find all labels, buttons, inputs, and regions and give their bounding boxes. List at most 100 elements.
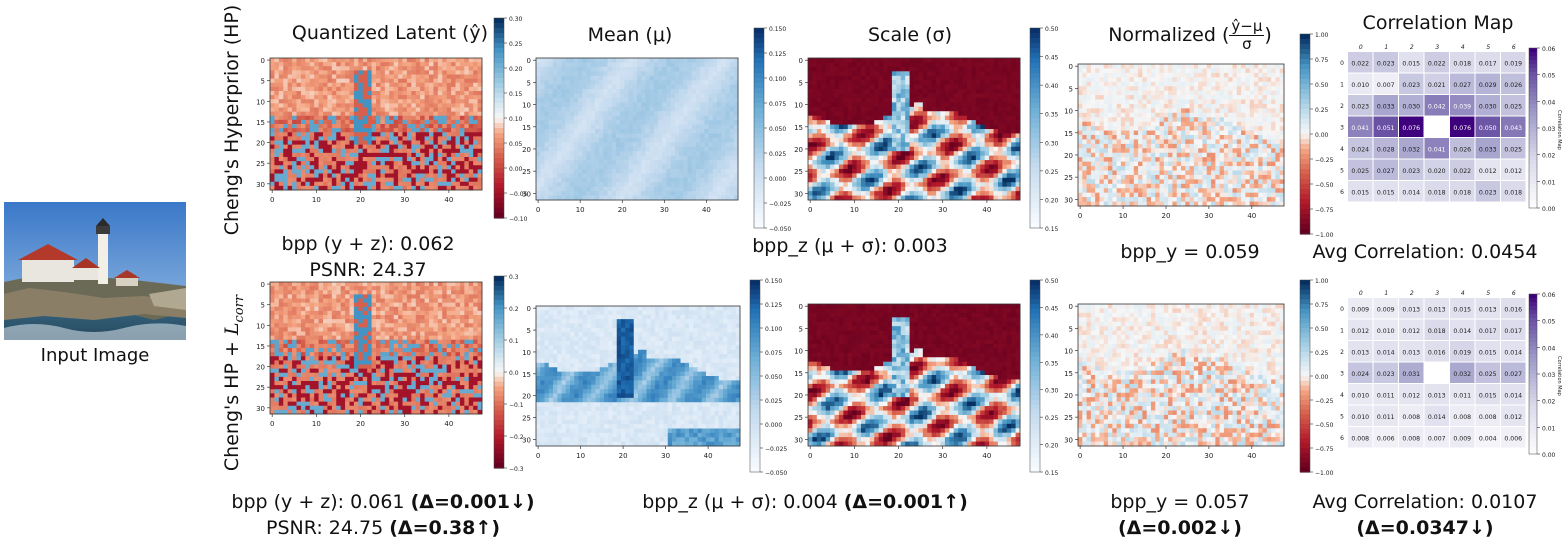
- heatmap-cell: [649, 195, 655, 201]
- heatmap-cell: [358, 111, 364, 117]
- heatmap-cell: [468, 136, 474, 141]
- heatmap-cell: [967, 137, 972, 143]
- heatmap-cell: [349, 91, 355, 96]
- heatmap-cell: [962, 155, 968, 161]
- heatmap-cell: [931, 75, 937, 81]
- colorbar-segment: [1030, 168, 1040, 174]
- heatmap-cell: [883, 146, 888, 152]
- heatmap-cell: [1129, 64, 1135, 69]
- heatmap-cell: [878, 195, 884, 201]
- heatmap-cell: [834, 75, 840, 81]
- heatmap-cell: [874, 124, 880, 130]
- heatmap-cell: [628, 58, 634, 63]
- heatmap-cell: [905, 129, 910, 134]
- heatmap-cell: [477, 111, 483, 117]
- heatmap-cell: [464, 103, 470, 108]
- heatmap-cell: [590, 146, 596, 152]
- heatmap-cell: [569, 164, 575, 170]
- heatmap-cell: [624, 58, 629, 63]
- heatmap-cell: [816, 182, 822, 188]
- heatmap-cell: [883, 137, 888, 143]
- heatmap-cell: [830, 115, 835, 121]
- colorbar-tick-label: 0.20: [509, 66, 523, 73]
- heatmap-cell: [725, 191, 730, 196]
- heatmap-cell: [624, 129, 629, 134]
- y-tick-label: 0: [261, 57, 265, 65]
- heatmap-cell: [900, 71, 906, 77]
- heatmap-cell: [274, 103, 280, 108]
- heatmap-cell: [323, 173, 328, 179]
- heatmap-cell: [729, 89, 735, 94]
- heatmap-cell: [1015, 89, 1021, 94]
- heatmap-cell: [874, 89, 880, 94]
- heatmap-cell: [721, 155, 726, 161]
- heatmap-cell: [565, 106, 571, 112]
- heatmap-cell: [536, 160, 541, 165]
- heatmap-cell: [662, 115, 667, 121]
- heatmap-cell: [1015, 75, 1021, 81]
- heatmap-cell: [721, 182, 726, 188]
- heatmap-cell: [909, 106, 915, 112]
- heatmap-cell: [679, 62, 684, 68]
- row-label-top: Cheng's Hyperprior (HP): [221, 4, 243, 236]
- heatmap-cell: [834, 164, 840, 170]
- heatmap-cell: [700, 75, 705, 81]
- heatmap-cell: [975, 160, 981, 165]
- heatmap-cell: [573, 168, 579, 174]
- colorbar-segment: [494, 203, 504, 209]
- heatmap-cell: [442, 82, 448, 88]
- heatmap-cell: [958, 146, 963, 152]
- heatmap-cell: [641, 168, 646, 174]
- heatmap-cell: [468, 115, 474, 121]
- heatmap-cell: [940, 115, 946, 121]
- heatmap-cell: [666, 62, 672, 68]
- heatmap-cell: [624, 186, 629, 192]
- heatmap-cell: [620, 191, 625, 196]
- heatmap-cell: [838, 137, 844, 143]
- heatmap-cell: [662, 151, 667, 157]
- heatmap-cell: [464, 99, 470, 104]
- heatmap-cell: [380, 165, 386, 170]
- heatmap-cell: [936, 80, 941, 86]
- heatmap-cell: [380, 103, 386, 108]
- heatmap-cell: [825, 124, 831, 130]
- heatmap-cell: [896, 71, 902, 77]
- heatmap-cell: [552, 151, 558, 157]
- heatmap-cell: [1108, 72, 1113, 78]
- heatmap-cell: [891, 106, 897, 112]
- heatmap-cell: [1002, 124, 1008, 130]
- heatmap-cell: [641, 84, 646, 90]
- heatmap-cell: [411, 136, 417, 141]
- heatmap-cell: [358, 136, 364, 141]
- heatmap-cell: [645, 151, 651, 157]
- heatmap-cell: [565, 62, 571, 68]
- heatmap-cell: [666, 129, 672, 134]
- heatmap-cell: [679, 182, 684, 188]
- heatmap-cell: [565, 80, 571, 86]
- heatmap-cell: [323, 86, 328, 92]
- heatmap-cell: [825, 62, 831, 68]
- heatmap-cell: [683, 146, 688, 152]
- heatmap-cell: [578, 151, 583, 157]
- heatmap-cell: [590, 155, 596, 161]
- heatmap-cell: [420, 119, 425, 125]
- heatmap-cell: [816, 102, 822, 108]
- heatmap-cell: [716, 89, 722, 94]
- heatmap-cell: [292, 177, 297, 183]
- colorbar-tick-label: 0.30: [1045, 140, 1059, 147]
- colorbar-segment: [494, 178, 504, 184]
- heatmap-cell: [975, 66, 981, 72]
- heatmap-cell: [586, 124, 592, 130]
- heatmap-cell: [733, 186, 739, 192]
- heatmap-cell: [856, 191, 862, 196]
- heatmap-cell: [704, 151, 709, 157]
- heatmap-cell: [830, 195, 835, 201]
- heatmap-cell: [274, 115, 280, 121]
- heatmap-cell: [944, 155, 950, 161]
- heatmap-cell: [708, 160, 714, 165]
- heatmap-cell: [887, 111, 893, 117]
- heatmap-cell: [878, 120, 884, 125]
- heatmap-cell: [309, 124, 315, 129]
- heatmap-cell: [1185, 64, 1190, 69]
- heatmap-cell: [1015, 93, 1021, 99]
